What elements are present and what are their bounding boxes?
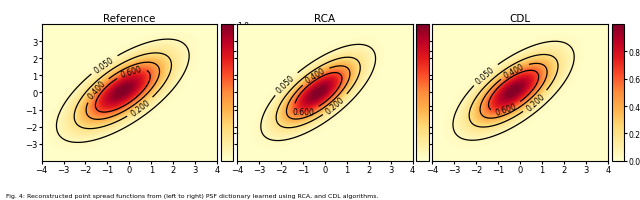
Text: 0.600: 0.600 — [120, 65, 143, 80]
Text: 0.600: 0.600 — [293, 108, 315, 117]
Text: 0.200: 0.200 — [324, 95, 347, 116]
Title: RCA: RCA — [314, 14, 335, 24]
Title: Reference: Reference — [103, 14, 156, 24]
Text: 0.050: 0.050 — [93, 55, 116, 75]
Text: 0.200: 0.200 — [129, 98, 152, 118]
Text: Fig. 4: Reconstructed point spread functions from (left to right) PSF dictionary: Fig. 4: Reconstructed point spread funct… — [6, 193, 379, 198]
Text: 0.200: 0.200 — [524, 91, 547, 113]
Text: 0.600: 0.600 — [495, 102, 518, 117]
Text: 0.050: 0.050 — [275, 73, 297, 95]
Text: 0.050: 0.050 — [474, 65, 497, 86]
Text: 0.400: 0.400 — [303, 66, 327, 86]
Text: 0.400: 0.400 — [502, 62, 526, 80]
Text: 0.400: 0.400 — [86, 79, 108, 101]
Title: CDL: CDL — [509, 14, 531, 24]
